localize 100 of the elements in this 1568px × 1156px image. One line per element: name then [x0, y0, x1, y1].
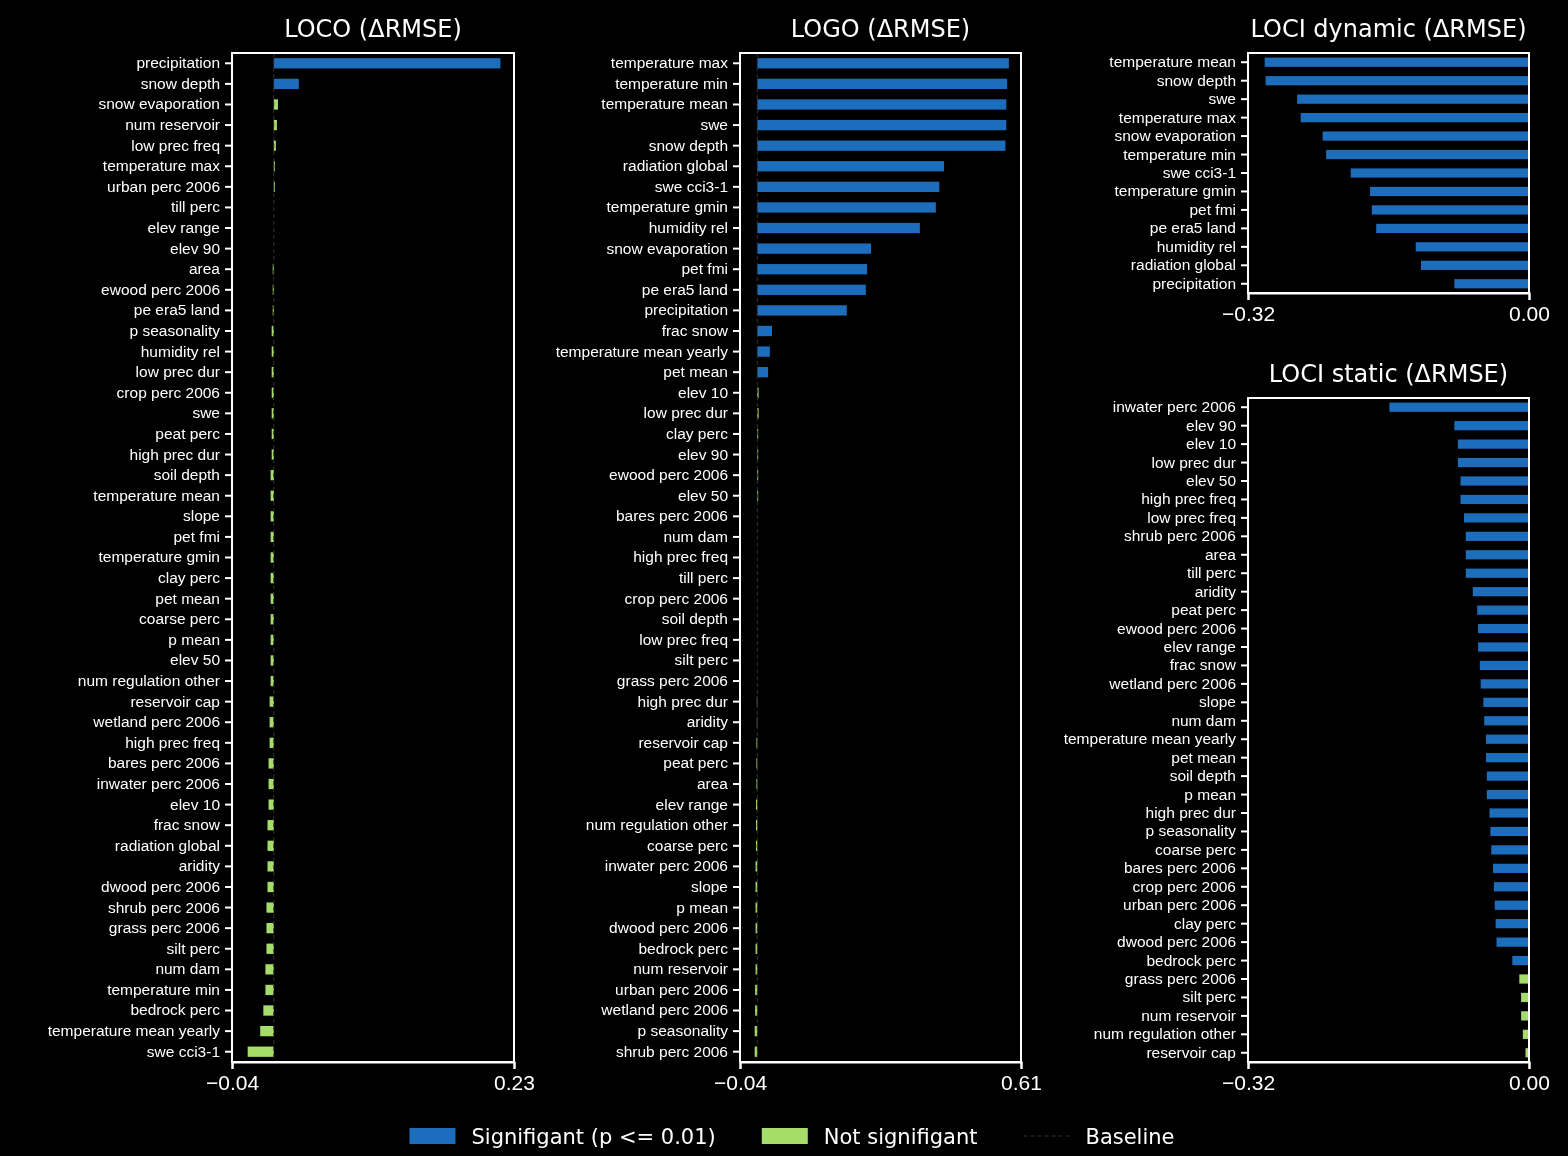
y-tick-label: num regulation other [77, 672, 220, 690]
y-tick-label: reservoir cap [638, 733, 728, 751]
y-tick-label: area [188, 260, 221, 278]
y-tick-label: crop perc 2006 [624, 589, 728, 607]
y-tick-label: num dam [663, 527, 728, 545]
y-tick-label: wetland perc 2006 [1108, 674, 1236, 692]
y-tick-label: temperature mean yearly [555, 342, 729, 360]
y-tick-label: low prec freq [131, 136, 220, 154]
y-tick-label: frac snow [661, 321, 729, 339]
y-tick-label: peat perc [1171, 601, 1237, 619]
y-tick-label: humidity rel [1156, 237, 1236, 255]
y-tick-label: pet fmi [173, 527, 220, 545]
y-tick-label: pe era5 land [641, 280, 728, 298]
x-tick-label: 0.00 [1509, 1070, 1550, 1094]
y-tick-label: bares perc 2006 [1123, 859, 1236, 877]
y-tick-label: urban perc 2006 [1123, 896, 1236, 914]
y-tick-label: snow depth [648, 136, 728, 154]
y-tick-label: radiation global [1130, 256, 1236, 274]
y-tick-label: aridity [1194, 582, 1237, 600]
chart-title: LOCI dynamic (ΔRMSE) [1250, 15, 1527, 43]
y-tick-label: swe [192, 404, 220, 422]
y-tick-label: shrub perc 2006 [615, 1042, 728, 1060]
y-tick-label: peat perc [663, 754, 729, 772]
y-tick-label: snow evaporation [606, 239, 728, 257]
y-tick-label: p seasonality [1145, 822, 1237, 840]
y-tick-label: p seasonality [637, 1022, 729, 1040]
y-tick-label: elev 50 [678, 486, 729, 504]
y-tick-label: high prec freq [633, 548, 728, 566]
y-tick-label: precipitation [1152, 274, 1236, 292]
y-tick-label: elev range [655, 795, 728, 813]
y-tick-label: wetland perc 2006 [600, 1001, 728, 1019]
y-tick-label: num reservoir [633, 960, 728, 978]
x-tick-label: 0.00 [1509, 301, 1550, 325]
y-tick-label: pet mean [1171, 748, 1236, 766]
x-tick-label: −0.32 [1221, 301, 1276, 325]
y-tick-label: shrub perc 2006 [107, 898, 220, 916]
y-tick-label: temperature min [1123, 145, 1236, 163]
y-tick-label: pet mean [155, 589, 220, 607]
y-tick-label: silt perc [1182, 988, 1237, 1006]
y-tick-label: p mean [1184, 785, 1236, 803]
y-tick-label: temperature mean [1109, 53, 1236, 71]
legend-label: Not signifigant [823, 1124, 978, 1149]
chart-title: LOGO (ΔRMSE) [790, 15, 971, 43]
y-tick-label: temperature mean [93, 486, 220, 504]
y-tick-label: low prec freq [1147, 508, 1236, 526]
y-tick-label: aridity [178, 857, 221, 875]
y-tick-label: temperature mean [601, 95, 728, 113]
y-tick-label: p mean [168, 630, 220, 648]
x-tick-label: 0.23 [494, 1070, 535, 1094]
y-tick-label: pe era5 land [133, 301, 220, 319]
y-tick-label: crop perc 2006 [1132, 877, 1236, 895]
y-tick-label: till perc [170, 198, 221, 216]
y-tick-label: shrub perc 2006 [1123, 527, 1236, 545]
y-tick-label: inwater perc 2006 [604, 857, 728, 875]
y-tick-label: temperature gmin [1114, 182, 1236, 200]
y-tick-label: temperature gmin [98, 548, 220, 566]
y-tick-label: reservoir cap [130, 692, 220, 710]
legend-label: Baseline [1085, 1124, 1175, 1149]
y-tick-label: elev 10 [1186, 435, 1237, 453]
y-tick-label: slope [690, 877, 728, 895]
y-tick-label: elev 10 [170, 795, 221, 813]
y-tick-label: aridity [686, 713, 729, 731]
chart-title: LOCI static (ΔRMSE) [1268, 360, 1509, 388]
y-tick-label: elev 50 [1186, 471, 1237, 489]
y-tick-label: bedrock perc [1146, 951, 1237, 969]
y-tick-label: temperature min [107, 980, 220, 998]
y-tick-label: num regulation other [585, 816, 728, 834]
y-tick-label: grass perc 2006 [108, 919, 220, 937]
y-tick-label: low prec dur [135, 363, 220, 381]
y-tick-label: dwood perc 2006 [1117, 933, 1236, 951]
y-tick-label: snow depth [140, 74, 220, 92]
y-tick-label: grass perc 2006 [1124, 969, 1236, 987]
x-tick-label: 0.61 [1001, 1070, 1042, 1094]
y-tick-label: clay perc [157, 569, 221, 587]
y-tick-label: elev 90 [1186, 416, 1237, 434]
y-tick-label: grass perc 2006 [616, 672, 728, 690]
y-tick-label: high prec dur [129, 445, 220, 463]
y-tick-label: radiation global [622, 157, 728, 175]
y-tick-label: urban perc 2006 [615, 980, 728, 998]
y-tick-label: frac snow [1169, 656, 1237, 674]
y-tick-label: p seasonality [129, 321, 221, 339]
y-tick-label: elev 50 [170, 651, 221, 669]
y-tick-label: coarse perc [1155, 840, 1237, 858]
y-tick-label: swe cci3-1 [146, 1042, 220, 1060]
y-tick-label: swe cci3-1 [654, 177, 728, 195]
x-tick-label: −0.32 [1221, 1070, 1276, 1094]
y-tick-label: bedrock perc [638, 939, 729, 957]
y-tick-label: slope [182, 507, 220, 525]
y-tick-label: low prec dur [1151, 453, 1236, 471]
y-tick-label: bares perc 2006 [615, 507, 728, 525]
y-tick-label: ewood perc 2006 [101, 280, 220, 298]
y-tick-label: soil depth [153, 466, 220, 484]
y-tick-label: elev 90 [170, 239, 221, 257]
y-tick-label: frac snow [153, 816, 221, 834]
y-tick-label: dwood perc 2006 [609, 919, 728, 937]
y-tick-label: temperature max [610, 54, 729, 72]
y-tick-label: humidity rel [648, 218, 728, 236]
y-tick-label: till perc [1186, 564, 1237, 582]
y-tick-label: precipitation [136, 54, 220, 72]
x-tick-label: −0.04 [205, 1070, 260, 1094]
